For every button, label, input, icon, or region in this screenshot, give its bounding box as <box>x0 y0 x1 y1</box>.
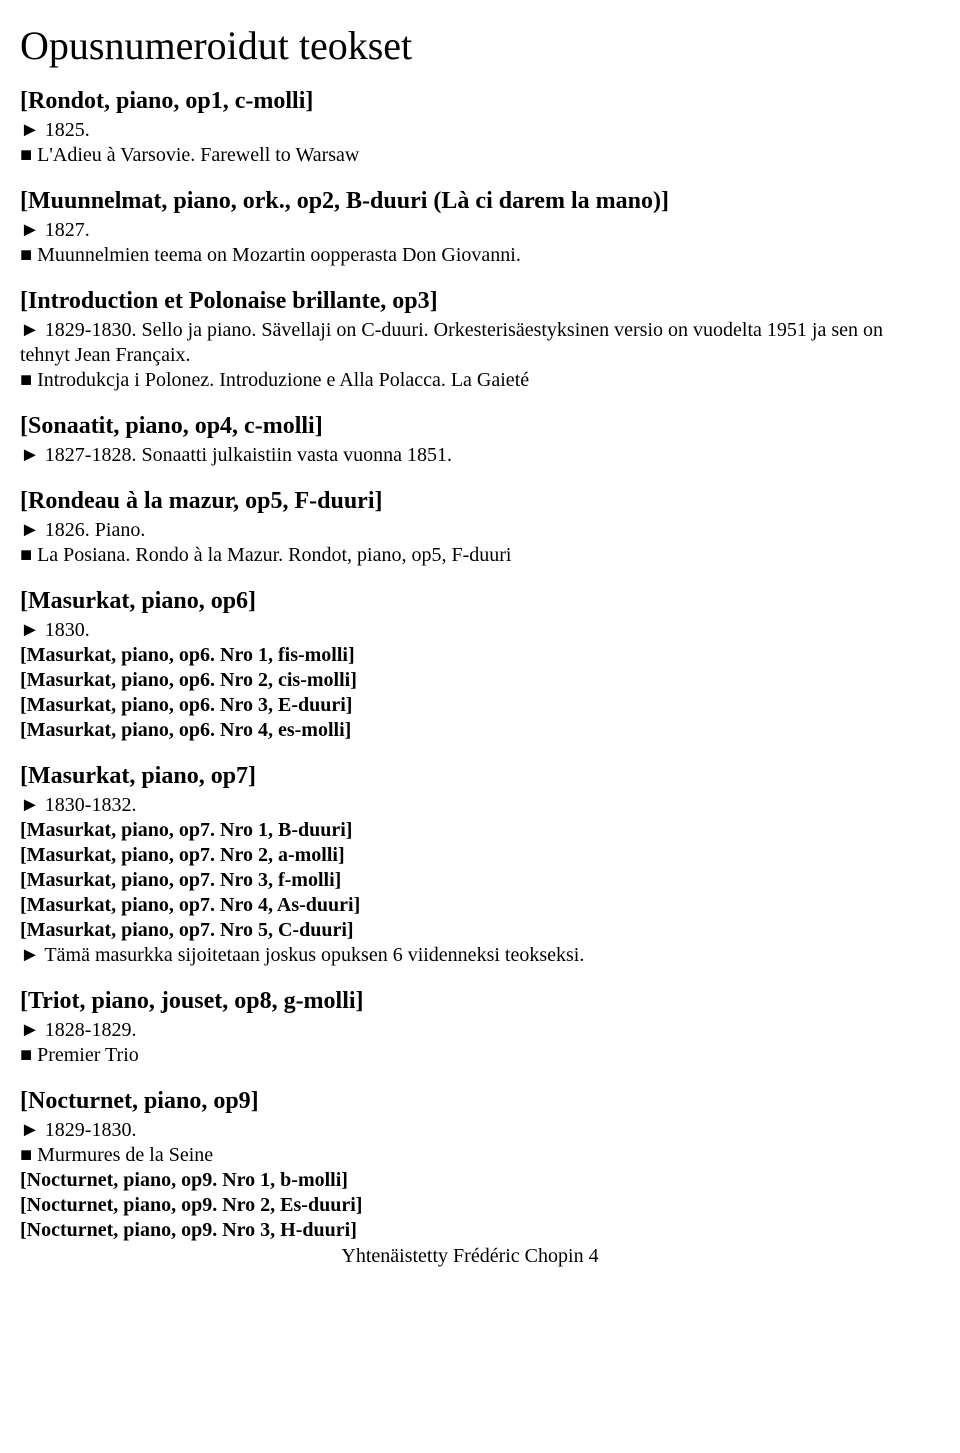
entry-heading: [Rondeau à la mazur, op5, F-duuri] <box>20 486 920 516</box>
entry-line: ► 1827. <box>20 218 920 243</box>
entry-line: ■ Premier Trio <box>20 1043 920 1068</box>
entry-subheading: [Nocturnet, piano, op9. Nro 2, Es-duuri] <box>20 1193 920 1218</box>
entry-heading: [Muunnelmat, piano, ork., op2, B-duuri (… <box>20 186 920 216</box>
entry-line: ► 1825. <box>20 118 920 143</box>
entry: [Muunnelmat, piano, ork., op2, B-duuri (… <box>20 186 920 268</box>
entry-line: ► 1827-1828. Sonaatti julkaistiin vasta … <box>20 443 920 468</box>
entry-heading: [Sonaatit, piano, op4, c-molli] <box>20 411 920 441</box>
entry-line: ► 1826. Piano. <box>20 518 920 543</box>
entry-line: ■ L'Adieu à Varsovie. Farewell to Warsaw <box>20 143 920 168</box>
entry: [Masurkat, piano, op6]► 1830.[Masurkat, … <box>20 586 920 743</box>
entry-subheading: [Masurkat, piano, op7. Nro 4, As-duuri] <box>20 893 920 918</box>
entry-subheading: [Masurkat, piano, op6. Nro 2, cis-molli] <box>20 668 920 693</box>
entry-line: ► 1829-1830. Sello ja piano. Sävellaji o… <box>20 318 920 368</box>
entry-line: ■ Muunnelmien teema on Mozartin oopperas… <box>20 243 920 268</box>
entry: [Triot, piano, jouset, op8, g-molli]► 18… <box>20 986 920 1068</box>
page-title: Opusnumeroidut teokset <box>20 24 920 68</box>
entry-subheading: [Masurkat, piano, op6. Nro 3, E-duuri] <box>20 693 920 718</box>
entry-line: ► 1830. <box>20 618 920 643</box>
entry: [Sonaatit, piano, op4, c-molli]► 1827-18… <box>20 411 920 468</box>
entry-subheading: [Nocturnet, piano, op9. Nro 1, b-molli] <box>20 1168 920 1193</box>
entry-subheading: [Masurkat, piano, op7. Nro 5, C-duuri] <box>20 918 920 943</box>
entry-line: ■ La Posiana. Rondo à la Mazur. Rondot, … <box>20 543 920 568</box>
entry-heading: [Rondot, piano, op1, c-molli] <box>20 86 920 116</box>
entry-subheading: [Masurkat, piano, op7. Nro 3, f-molli] <box>20 868 920 893</box>
entry: [Rondot, piano, op1, c-molli]► 1825.■ L'… <box>20 86 920 168</box>
entry-subheading: [Masurkat, piano, op7. Nro 2, a-molli] <box>20 843 920 868</box>
entry-heading: [Triot, piano, jouset, op8, g-molli] <box>20 986 920 1016</box>
entry-line: ■ Introdukcja i Polonez. Introduzione e … <box>20 368 920 393</box>
entry-heading: [Masurkat, piano, op6] <box>20 586 920 616</box>
entry-line: ► 1830-1832. <box>20 793 920 818</box>
entry: [Rondeau à la mazur, op5, F-duuri]► 1826… <box>20 486 920 568</box>
entry-line: ► 1829-1830. <box>20 1118 920 1143</box>
entry-subheading: [Nocturnet, piano, op9. Nro 3, H-duuri] <box>20 1218 920 1243</box>
entry-heading: [Introduction et Polonaise brillante, op… <box>20 286 920 316</box>
entry-heading: [Masurkat, piano, op7] <box>20 761 920 791</box>
entry: [Nocturnet, piano, op9]► 1829-1830.■ Mur… <box>20 1086 920 1243</box>
entry-subheading: [Masurkat, piano, op6. Nro 4, es-molli] <box>20 718 920 743</box>
entry: [Introduction et Polonaise brillante, op… <box>20 286 920 393</box>
page-footer: Yhtenäistetty Frédéric Chopin 4 <box>20 1245 920 1268</box>
entry: [Masurkat, piano, op7]► 1830-1832.[Masur… <box>20 761 920 968</box>
entry-line: ► 1828-1829. <box>20 1018 920 1043</box>
entry-line: ► Tämä masurkka sijoitetaan joskus opuks… <box>20 943 920 968</box>
entry-subheading: [Masurkat, piano, op7. Nro 1, B-duuri] <box>20 818 920 843</box>
entry-line: ■ Murmures de la Seine <box>20 1143 920 1168</box>
entry-subheading: [Masurkat, piano, op6. Nro 1, fis-molli] <box>20 643 920 668</box>
entry-heading: [Nocturnet, piano, op9] <box>20 1086 920 1116</box>
entries-container: [Rondot, piano, op1, c-molli]► 1825.■ L'… <box>20 86 920 1243</box>
